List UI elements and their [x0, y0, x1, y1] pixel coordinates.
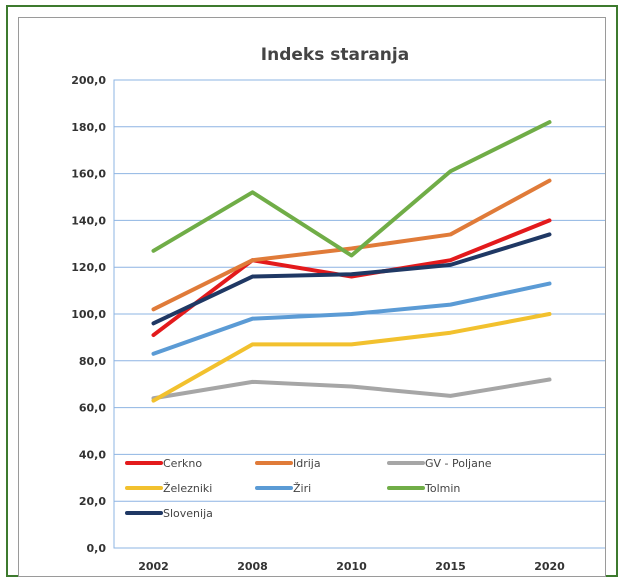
legend-label: Slovenija	[163, 507, 213, 520]
y-tick-label: 20,0	[79, 495, 106, 508]
y-tick-label: 0,0	[87, 542, 107, 555]
y-tick-label: 40,0	[79, 448, 106, 461]
legend-label: Cerkno	[163, 457, 202, 470]
series-line	[151, 377, 552, 401]
y-tick-label: 140,0	[71, 214, 106, 227]
legend-label: Tolmin	[424, 482, 460, 495]
x-tick-label: 2002	[138, 560, 169, 573]
series-line	[151, 120, 552, 258]
y-tick-label: 80,0	[79, 355, 106, 368]
series-line	[151, 178, 552, 312]
series-line	[151, 218, 552, 338]
legend-label: GV - Poljane	[425, 457, 492, 470]
y-tick-label: 200,0	[71, 74, 106, 87]
x-tick-label: 2008	[237, 560, 268, 573]
series-line	[151, 232, 552, 326]
y-tick-label: 60,0	[79, 402, 106, 415]
y-tick-label: 180,0	[71, 121, 106, 134]
y-tick-label: 100,0	[71, 308, 106, 321]
x-axis: 2002 2008 2010 2015 2020	[138, 560, 565, 573]
y-tick-label: 160,0	[71, 168, 106, 181]
legend: Cerkno Idrija GV - Poljane Železniki Žiri Tol…	[125, 457, 492, 520]
x-tick-label: 2010	[336, 560, 367, 573]
x-tick-label: 2020	[534, 560, 565, 573]
legend-label: Žiri	[293, 482, 311, 495]
line-chart: Indeks staranja 0,0 20,0 40,0 60,0 80,0 100,0…	[71, 45, 605, 573]
y-axis: 0,0 20,0 40,0 60,0 80,0 100,0 120,0 140,0 160,0 1…	[71, 74, 106, 555]
series-line	[151, 312, 552, 403]
chart-frame: Indeks staranja 0,0 20,0 40,0 60,0 80,0 100,0…	[6, 5, 618, 577]
y-tick-label: 120,0	[71, 261, 106, 274]
legend-label: Železniki	[163, 482, 212, 495]
grid	[113, 79, 605, 549]
legend-label: Idrija	[293, 457, 321, 470]
series-lines	[151, 120, 552, 403]
chart-area: Indeks staranja 0,0 20,0 40,0 60,0 80,0 100,0…	[18, 17, 606, 577]
series-line	[151, 281, 552, 356]
chart-title: Indeks staranja	[261, 45, 409, 65]
x-tick-label: 2015	[435, 560, 466, 573]
